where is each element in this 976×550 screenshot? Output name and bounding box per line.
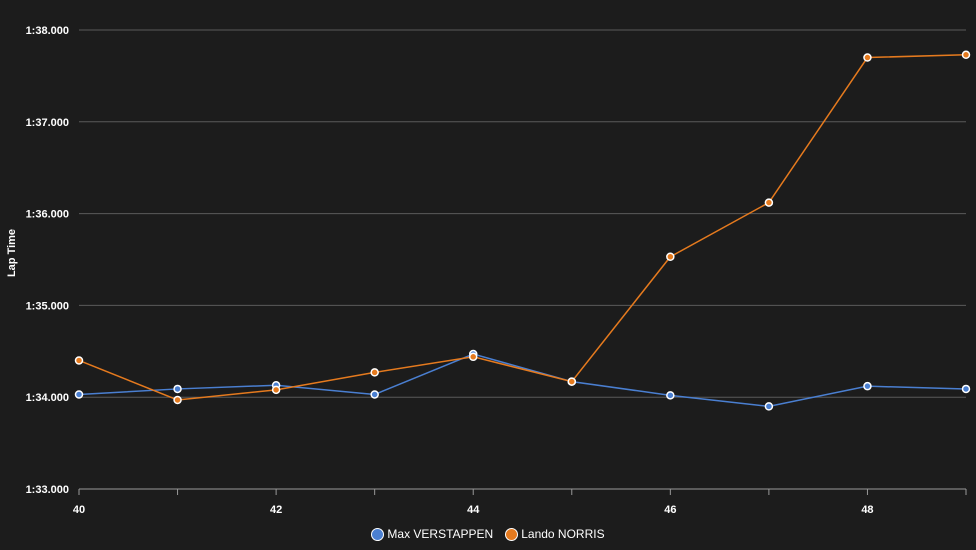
- data-point[interactable]: [173, 384, 182, 394]
- data-point[interactable]: [567, 377, 577, 386]
- y-axis-title: Lap Time: [6, 229, 18, 277]
- axis-layer: 1:33.000 1:34.000 1:35.000 1:36.000 1:37.000…: [26, 25, 967, 516]
- y-tick-label: 1:33.000: [26, 484, 69, 496]
- series-line: [78, 353, 967, 408]
- y-tick-label: 1:35.000: [26, 300, 69, 312]
- data-point[interactable]: [764, 402, 774, 411]
- data-point[interactable]: [961, 384, 971, 394]
- data-point[interactable]: [74, 390, 84, 399]
- data-point[interactable]: [468, 352, 478, 362]
- grid-layer: [79, 29, 966, 398]
- series-0: [74, 349, 971, 411]
- data-point[interactable]: [74, 356, 84, 365]
- y-tick-label: 1:34.000: [26, 392, 69, 404]
- legend-label: Lando NORRIS: [521, 527, 605, 541]
- series-layer: [74, 50, 971, 411]
- data-point[interactable]: [961, 50, 971, 60]
- data-point[interactable]: [666, 391, 675, 400]
- x-tick-label: 42: [270, 504, 282, 516]
- y-tick-label: 1:37.000: [26, 117, 69, 129]
- data-point[interactable]: [764, 198, 774, 207]
- legend-swatch: [505, 527, 519, 541]
- x-tick-label: 46: [664, 504, 676, 516]
- legend: Max VERSTAPPEN Lando NORRIS: [0, 527, 976, 541]
- data-point[interactable]: [370, 368, 379, 377]
- data-point[interactable]: [863, 381, 872, 391]
- x-tick-label: 48: [861, 504, 873, 516]
- data-point[interactable]: [370, 390, 379, 399]
- series-line: [78, 54, 967, 401]
- legend-item[interactable]: Max VERSTAPPEN: [371, 527, 493, 541]
- legend-label: Max VERSTAPPEN: [387, 527, 494, 541]
- series-1: [74, 50, 971, 405]
- data-point[interactable]: [863, 53, 872, 62]
- data-point[interactable]: [666, 252, 675, 261]
- legend-item[interactable]: Lando NORRIS: [505, 527, 605, 541]
- data-point[interactable]: [173, 395, 182, 405]
- y-tick-label: 1:36.000: [26, 209, 69, 221]
- y-tick-label: 1:38.000: [26, 25, 69, 37]
- legend-swatch: [371, 527, 385, 541]
- x-tick-label: 44: [467, 504, 480, 516]
- x-tick-label: 40: [73, 504, 85, 516]
- data-point[interactable]: [271, 385, 281, 395]
